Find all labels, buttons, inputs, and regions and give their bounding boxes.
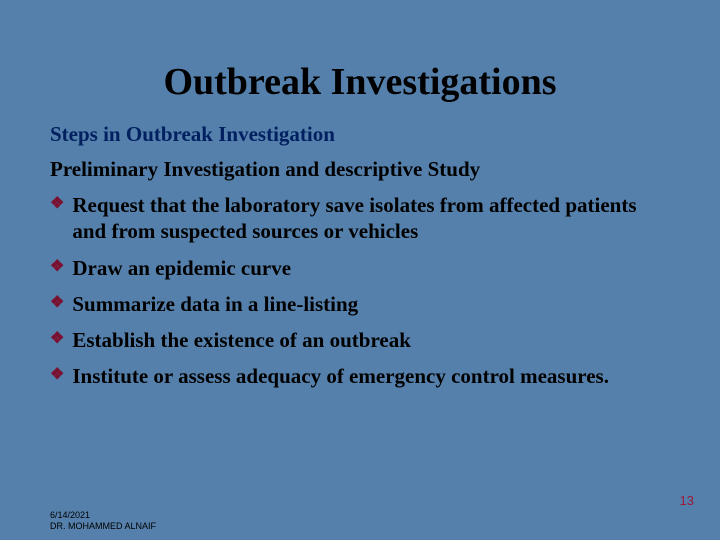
list-item: ❖ Establish the existence of an outbreak	[50, 327, 670, 353]
bullet-text: Establish the existence of an outbreak	[72, 327, 670, 353]
list-item: ❖ Summarize data in a line-listing	[50, 291, 670, 317]
diamond-bullet-icon: ❖	[50, 259, 64, 275]
bullet-text: Summarize data in a line-listing	[72, 291, 670, 317]
slide-container: Outbreak Investigations Steps in Outbrea…	[0, 0, 720, 540]
slide-number: 13	[680, 493, 694, 508]
list-item: ❖ Request that the laboratory save isola…	[50, 192, 670, 245]
bullet-text: Institute or assess adequacy of emergenc…	[72, 363, 670, 389]
bullet-list: ❖ Request that the laboratory save isola…	[50, 192, 670, 390]
footer-date: 6/14/2021	[50, 510, 156, 521]
bullet-text: Request that the laboratory save isolate…	[72, 192, 670, 245]
list-item: ❖ Institute or assess adequacy of emerge…	[50, 363, 670, 389]
subtitle-steps: Steps in Outbreak Investigation	[50, 122, 670, 147]
diamond-bullet-icon: ❖	[50, 196, 64, 212]
diamond-bullet-icon: ❖	[50, 331, 64, 347]
diamond-bullet-icon: ❖	[50, 367, 64, 383]
footer-author: DR. MOHAMMED ALNAIF	[50, 521, 156, 532]
subtitle-preliminary: Preliminary Investigation and descriptiv…	[50, 157, 670, 182]
footer: 6/14/2021 DR. MOHAMMED ALNAIF	[50, 510, 156, 532]
bullet-text: Draw an epidemic curve	[72, 255, 670, 281]
diamond-bullet-icon: ❖	[50, 295, 64, 311]
list-item: ❖ Draw an epidemic curve	[50, 255, 670, 281]
slide-title: Outbreak Investigations	[50, 60, 670, 104]
